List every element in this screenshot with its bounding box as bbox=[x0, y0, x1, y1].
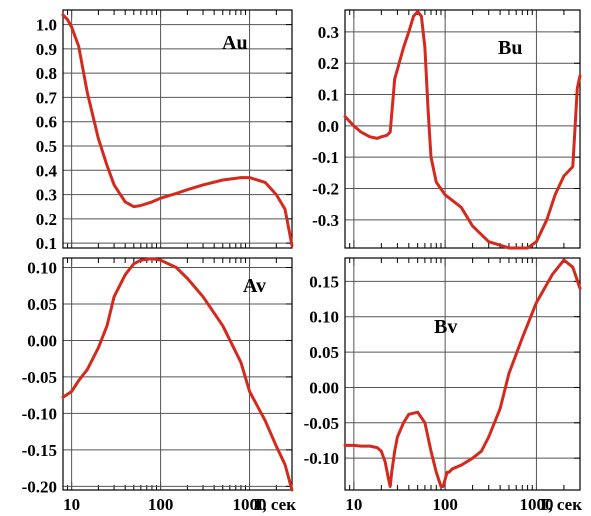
y-tick-label: 0.2 bbox=[36, 210, 57, 229]
x-tick-label: 100 bbox=[148, 495, 174, 514]
plot-frame bbox=[62, 9, 293, 249]
y-tick-label: 0.10 bbox=[309, 308, 339, 327]
panel-label: Av bbox=[243, 275, 266, 297]
panel-label: Bv bbox=[434, 316, 457, 338]
y-tick-label: -0.3 bbox=[312, 211, 339, 230]
y-tick-label: 0.05 bbox=[309, 343, 339, 362]
panels: 0.1 0.2 0.3 0.4 0.5 0.6 0.7 0.8 0.9 1.0 Au -0.3 -0.2… bbox=[22, 9, 582, 514]
panel-au: 0.1 0.2 0.3 0.4 0.5 0.6 0.7 0.8 0.9 1.0 Au bbox=[36, 9, 294, 253]
plot-frame bbox=[344, 257, 581, 491]
y-tick-label: 0.00 bbox=[309, 378, 339, 397]
series-line-bv bbox=[343, 258, 582, 488]
panel-av: -0.20 -0.15 -0.10 -0.05 0.00 0.05 0.10 Av 10 100 1… bbox=[22, 257, 294, 514]
y-tick-label: 0.15 bbox=[309, 272, 339, 291]
y-tick-label: -0.05 bbox=[22, 368, 57, 387]
y-tick-label: 0.6 bbox=[36, 113, 57, 132]
y-tick-label: 0.7 bbox=[36, 88, 58, 107]
y-tick-label: 0.3 bbox=[36, 186, 57, 205]
x-axis-title: T, сек bbox=[538, 495, 582, 514]
y-tick-label: -0.10 bbox=[304, 449, 339, 468]
x-tick-label: 10 bbox=[345, 495, 362, 514]
y-tick-label: 0.3 bbox=[318, 23, 339, 42]
x-tick-label: 1000 bbox=[519, 495, 553, 514]
y-tick-label: 0.8 bbox=[36, 64, 57, 83]
y-tick-label: -0.05 bbox=[304, 414, 339, 433]
series-line-bu bbox=[343, 10, 582, 250]
y-tick-label: -0.20 bbox=[22, 477, 57, 496]
x-tick-label: 10 bbox=[63, 495, 80, 514]
y-tick-label: 0.5 bbox=[36, 137, 57, 156]
y-tick-label: 0.1 bbox=[318, 86, 339, 105]
panel-bu: -0.3 -0.2 -0.1 0.0 0.1 0.2 0.3 Bu bbox=[312, 9, 582, 250]
y-tick-label: 0.10 bbox=[27, 258, 57, 277]
y-tick-label: -0.2 bbox=[312, 180, 339, 199]
y-tick-label: 1.0 bbox=[36, 16, 57, 35]
panel-label: Bu bbox=[498, 37, 522, 59]
plot-frame bbox=[344, 9, 581, 249]
y-tick-label: -0.15 bbox=[22, 441, 57, 460]
y-tick-label: 0.05 bbox=[27, 295, 57, 314]
x-tick-label: 100 bbox=[432, 495, 458, 514]
y-tick-label: 0.2 bbox=[318, 54, 339, 73]
x-tick-label: 1000 bbox=[233, 495, 267, 514]
y-tick-label: 0.0 bbox=[318, 117, 339, 136]
plot-frame bbox=[62, 257, 293, 491]
x-axis-title: T, сек bbox=[252, 495, 296, 514]
y-tick-label: 0.4 bbox=[36, 161, 58, 180]
y-tick-label: 0.1 bbox=[36, 234, 57, 253]
panel-label: Au bbox=[222, 32, 248, 54]
y-tick-label: -0.1 bbox=[312, 148, 339, 167]
y-tick-label: 0.00 bbox=[27, 331, 57, 350]
y-tick-label: -0.10 bbox=[22, 404, 57, 423]
series-line-au bbox=[61, 13, 294, 248]
panel-bv: -0.10 -0.05 0.00 0.05 0.10 0.15 Bv 10 100 1000T, … bbox=[304, 257, 582, 514]
y-tick-label: 0.9 bbox=[36, 40, 57, 59]
series-line-av bbox=[61, 257, 294, 492]
